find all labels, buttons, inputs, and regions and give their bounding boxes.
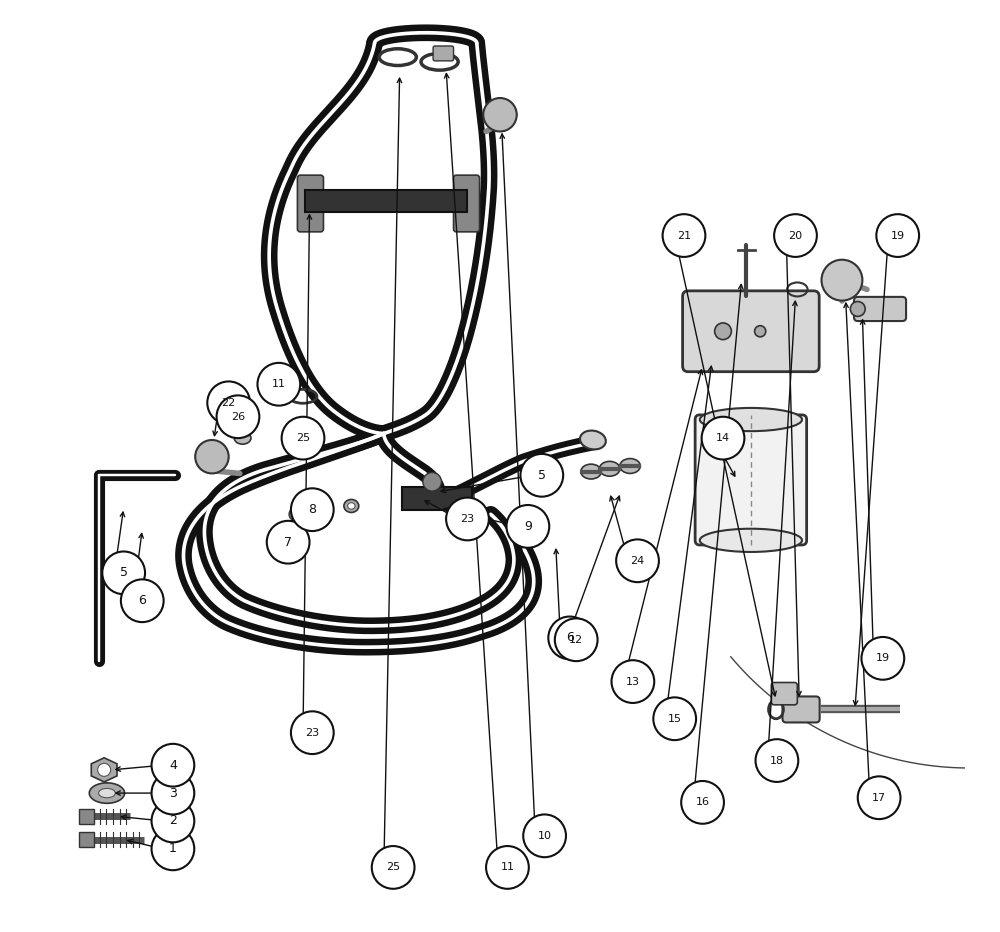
Text: 10: 10	[538, 830, 552, 841]
Circle shape	[446, 498, 489, 541]
Circle shape	[520, 454, 563, 497]
Text: 6: 6	[138, 595, 146, 608]
Ellipse shape	[344, 500, 359, 513]
Ellipse shape	[348, 502, 355, 509]
Circle shape	[483, 98, 517, 131]
Circle shape	[152, 744, 194, 787]
Text: 25: 25	[386, 862, 400, 872]
FancyBboxPatch shape	[454, 175, 480, 232]
FancyBboxPatch shape	[695, 415, 807, 545]
Text: 4: 4	[169, 759, 177, 772]
Circle shape	[423, 473, 441, 491]
Ellipse shape	[99, 788, 115, 798]
FancyBboxPatch shape	[782, 696, 820, 722]
Text: 23: 23	[460, 514, 475, 524]
Ellipse shape	[89, 783, 125, 803]
Text: 24: 24	[630, 555, 645, 566]
Text: 22: 22	[222, 398, 236, 408]
Ellipse shape	[580, 431, 606, 449]
Circle shape	[663, 214, 705, 257]
Text: 5: 5	[538, 469, 546, 482]
Circle shape	[291, 488, 334, 531]
Circle shape	[861, 637, 904, 679]
FancyBboxPatch shape	[771, 682, 797, 705]
Ellipse shape	[581, 464, 601, 479]
Ellipse shape	[289, 509, 298, 520]
Text: 9: 9	[524, 520, 532, 533]
Ellipse shape	[850, 302, 865, 316]
Text: 11: 11	[272, 379, 286, 390]
Circle shape	[282, 417, 324, 459]
Text: 8: 8	[308, 503, 316, 516]
Text: 13: 13	[626, 677, 640, 687]
Circle shape	[486, 846, 529, 889]
Text: 19: 19	[891, 230, 905, 240]
Ellipse shape	[700, 408, 802, 432]
Ellipse shape	[620, 459, 640, 473]
Text: 17: 17	[872, 793, 886, 802]
Circle shape	[822, 260, 862, 301]
Circle shape	[774, 214, 817, 257]
Circle shape	[372, 846, 415, 889]
Text: 7: 7	[284, 536, 292, 549]
Text: 11: 11	[500, 862, 514, 872]
Ellipse shape	[234, 432, 251, 445]
Circle shape	[612, 660, 654, 703]
Text: 21: 21	[677, 230, 691, 240]
Circle shape	[195, 440, 229, 473]
Circle shape	[121, 580, 164, 622]
FancyBboxPatch shape	[305, 190, 467, 212]
Text: 18: 18	[770, 756, 784, 765]
Circle shape	[102, 552, 145, 595]
Ellipse shape	[700, 528, 802, 552]
Circle shape	[702, 417, 744, 459]
Circle shape	[152, 772, 194, 815]
FancyBboxPatch shape	[402, 487, 472, 510]
Circle shape	[257, 363, 300, 405]
FancyBboxPatch shape	[79, 809, 94, 824]
Text: 3: 3	[169, 787, 177, 800]
Circle shape	[152, 800, 194, 843]
Ellipse shape	[599, 461, 620, 476]
Circle shape	[681, 781, 724, 824]
Text: 26: 26	[231, 412, 245, 422]
Circle shape	[876, 214, 919, 257]
Text: 14: 14	[716, 433, 730, 443]
FancyBboxPatch shape	[683, 291, 819, 372]
Circle shape	[756, 739, 798, 782]
Ellipse shape	[755, 325, 766, 336]
Text: 25: 25	[296, 433, 310, 443]
Circle shape	[616, 540, 659, 582]
Ellipse shape	[715, 322, 731, 339]
FancyBboxPatch shape	[297, 175, 323, 232]
Circle shape	[653, 697, 696, 740]
FancyBboxPatch shape	[79, 832, 94, 847]
Text: 6: 6	[566, 631, 574, 644]
Text: 12: 12	[569, 635, 583, 645]
Text: 1: 1	[169, 843, 177, 856]
Circle shape	[548, 617, 591, 659]
FancyBboxPatch shape	[854, 297, 906, 321]
Circle shape	[98, 763, 111, 776]
Text: 20: 20	[788, 230, 803, 240]
Circle shape	[507, 505, 549, 548]
Circle shape	[555, 619, 598, 661]
Text: 16: 16	[696, 798, 710, 807]
Text: 5: 5	[120, 567, 128, 580]
Circle shape	[523, 815, 566, 857]
Polygon shape	[91, 758, 117, 782]
Circle shape	[267, 521, 310, 564]
Text: 19: 19	[876, 653, 890, 664]
Text: 23: 23	[305, 728, 319, 738]
Circle shape	[152, 828, 194, 870]
Circle shape	[217, 395, 259, 438]
Circle shape	[858, 776, 900, 819]
Circle shape	[207, 381, 250, 424]
FancyBboxPatch shape	[433, 46, 454, 61]
Text: 2: 2	[169, 815, 177, 828]
Text: 15: 15	[668, 714, 682, 724]
Circle shape	[291, 711, 334, 754]
